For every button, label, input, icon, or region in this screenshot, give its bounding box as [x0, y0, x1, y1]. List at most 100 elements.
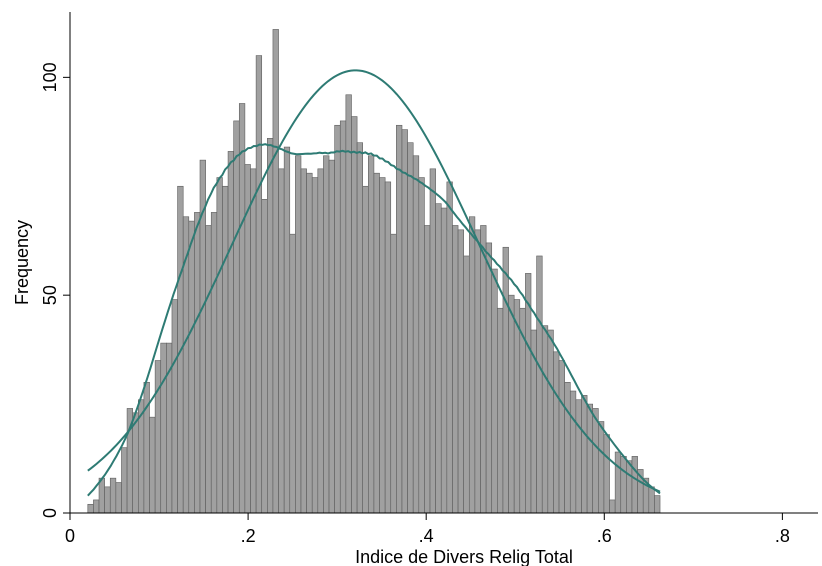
histogram-bar — [564, 381, 571, 514]
histogram-bar — [210, 212, 218, 514]
histogram-bar — [272, 29, 279, 514]
histogram-bar — [631, 456, 638, 514]
histogram-bar — [345, 94, 352, 514]
histogram-bar — [440, 207, 448, 514]
histogram-bar — [93, 499, 100, 514]
histogram-bar — [558, 360, 565, 514]
histogram-bar — [654, 495, 661, 514]
histogram-bar — [569, 390, 577, 514]
y-tick-label: 100 — [40, 62, 60, 92]
x-axis-ticks: 0 .2 .4 .6 .8 — [65, 513, 790, 546]
histogram-bar — [109, 477, 117, 514]
histogram-bar — [553, 351, 560, 514]
histogram-bar — [648, 486, 655, 514]
histogram-bar — [502, 246, 509, 514]
histogram-bar — [261, 199, 268, 514]
x-tick-label: .8 — [775, 526, 790, 546]
histogram-bar — [401, 129, 408, 514]
histogram-bar — [306, 172, 313, 514]
histogram-bar — [468, 216, 476, 514]
histogram-bar — [491, 268, 498, 514]
histogram-bar — [429, 168, 436, 514]
histogram-bar — [598, 421, 605, 514]
histogram-bar — [435, 203, 442, 514]
histogram-bar — [446, 181, 453, 514]
histogram-bar — [614, 451, 622, 514]
histogram-bar — [485, 242, 493, 514]
histogram-bar — [480, 225, 487, 514]
histogram-bar — [609, 499, 616, 514]
x-tick-label: 0 — [65, 526, 75, 546]
histogram-bar — [424, 225, 431, 514]
histogram-bar — [368, 155, 375, 514]
histogram-bar — [154, 360, 162, 514]
histogram-bar — [267, 138, 274, 514]
kernel-density-curve — [87, 143, 661, 497]
histogram-bar — [233, 120, 240, 514]
histogram-bar — [351, 116, 358, 514]
histogram-bar — [255, 55, 263, 514]
histogram-bar — [87, 503, 94, 514]
histogram-bar — [592, 408, 599, 514]
histogram-bar — [603, 434, 610, 514]
x-tick-label: .4 — [419, 526, 434, 546]
histogram-bar — [418, 177, 425, 514]
histogram-bar — [98, 477, 105, 514]
histogram-bar — [171, 299, 178, 514]
histogram-bar — [339, 120, 347, 514]
histogram-bar — [132, 412, 139, 514]
x-axis-label: Indice de Divers Relig Total — [355, 547, 573, 566]
histogram-bar — [452, 225, 459, 514]
histogram-bar — [328, 159, 335, 514]
histogram-bar — [575, 399, 582, 514]
histogram-bar — [457, 229, 464, 514]
x-tick-label: .6 — [597, 526, 612, 546]
y-axis-ticks: 0 50 100 — [40, 62, 70, 518]
histogram-bar — [160, 342, 167, 514]
histogram-bars — [87, 29, 661, 514]
histogram-bar — [317, 168, 324, 514]
histogram-bar — [513, 299, 521, 514]
histogram-bar — [250, 168, 257, 514]
y-tick-label: 50 — [40, 285, 60, 305]
histogram-bar — [463, 255, 470, 514]
histogram-bar — [541, 325, 549, 514]
histogram-bar — [384, 181, 392, 514]
histogram-bar — [216, 177, 223, 514]
histogram-bar — [311, 177, 319, 514]
histogram-bar — [379, 177, 386, 514]
plot-area — [87, 29, 661, 514]
histogram-bar — [356, 142, 363, 514]
histogram-bar — [194, 212, 201, 514]
histogram-bar — [334, 124, 341, 514]
histogram-bar — [508, 294, 515, 514]
histogram-bar — [205, 225, 212, 514]
histogram-bar — [115, 482, 122, 514]
histogram-bar — [547, 329, 554, 514]
histogram-bar — [222, 185, 229, 514]
histogram-bar — [295, 155, 302, 514]
histogram-bar — [188, 220, 195, 514]
histogram-bar — [323, 155, 330, 514]
y-tick-label: 0 — [40, 508, 60, 518]
histogram-bar — [497, 307, 504, 514]
histogram-bar — [412, 155, 420, 514]
histogram-bar — [586, 403, 594, 514]
histogram-bar — [143, 381, 150, 514]
histogram-bar — [362, 185, 369, 514]
histogram-bar — [227, 151, 234, 514]
histogram-bar — [474, 229, 481, 514]
histogram-bar — [536, 255, 543, 514]
histogram-bar — [283, 146, 291, 514]
histogram-bar — [289, 233, 296, 514]
histogram-bar — [238, 103, 246, 514]
histogram-bar — [300, 168, 307, 514]
histogram-bar — [620, 456, 627, 514]
histogram-bar — [396, 124, 403, 514]
histogram-bar — [373, 172, 380, 514]
histogram-bar — [626, 460, 633, 514]
histogram-bar — [390, 233, 397, 514]
histogram-bar — [407, 142, 414, 514]
y-axis-label: Frequency — [12, 220, 32, 305]
